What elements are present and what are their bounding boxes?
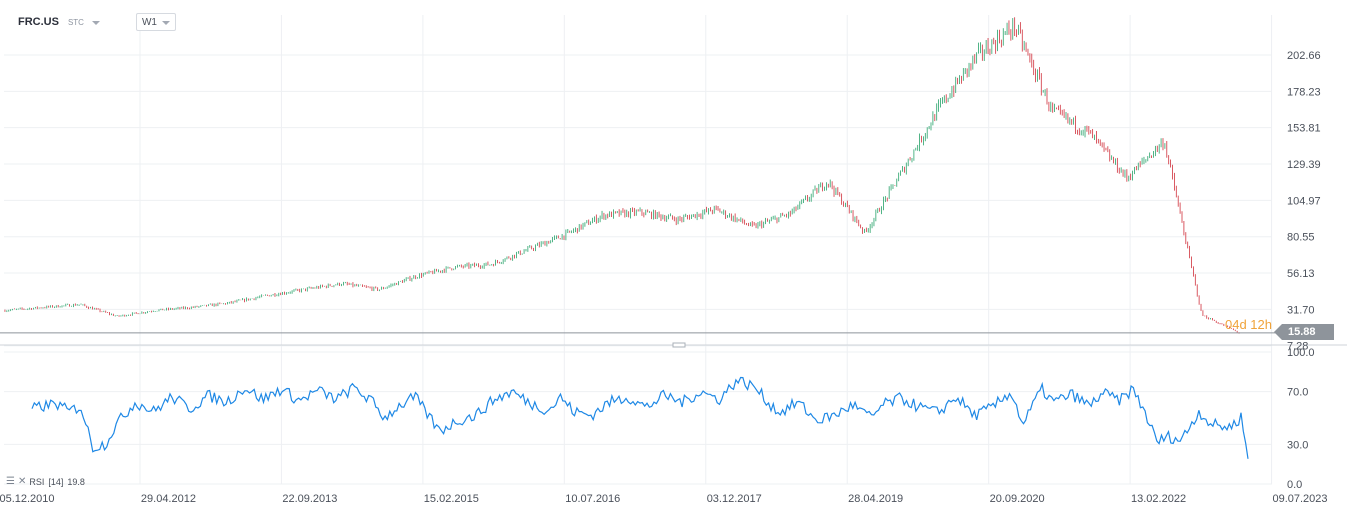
price-axis: 202.66 178.23 153.81 129.39 104.97 80.55 56.13…: [1287, 50, 1321, 353]
time-tick-label: 13.02.2022: [1131, 493, 1186, 505]
rsi-tick-label: 30.0: [1287, 439, 1308, 451]
last-price-tag: 15.88: [1274, 324, 1334, 340]
rsi-legend: ☰ ✕ RSI [14] 19.8: [6, 476, 89, 487]
price-tick-label: 7.28: [1287, 341, 1308, 353]
time-tick-label: 15.02.2015: [424, 493, 479, 505]
time-tick-label: 10.07.2016: [565, 493, 620, 505]
rsi-tick-label: 100.0: [1287, 347, 1315, 359]
timeframe-label: W1: [141, 16, 157, 28]
source-label: STC: [67, 17, 84, 27]
rsi-tick-label: 0.0: [1287, 479, 1302, 491]
time-tick-label: 09.07.2023: [1272, 493, 1327, 505]
price-candles: [4, 17, 1240, 334]
rsi-line: [31, 376, 1249, 459]
close-icon[interactable]: ✕: [17, 476, 27, 487]
chevron-down-icon: [161, 20, 170, 25]
time-tick-label: 29.04.2012: [141, 493, 196, 505]
time-tick-label: 03.12.2017: [707, 493, 762, 505]
pane-resize-handle: [672, 342, 686, 348]
price-tick-label: 129.39: [1287, 159, 1321, 171]
time-tick-label: 28.04.2019: [848, 493, 903, 505]
symbol-label[interactable]: FRC.US: [18, 16, 59, 28]
price-tick-label: 56.13: [1287, 268, 1315, 280]
price-tick-label: 104.97: [1287, 195, 1321, 207]
rsi-tick-label: 70.0: [1287, 387, 1308, 399]
time-axis: 05.12.2010 29.04.2012 22.09.2013 15.02.2015…: [0, 493, 1328, 505]
time-tick-label: 20.09.2020: [990, 493, 1045, 505]
candle-countdown: 04d 12h: [1225, 317, 1272, 332]
rsi-axis: 100.0 70.0 30.0 0.0: [1287, 347, 1315, 491]
chevron-down-icon[interactable]: [91, 20, 100, 25]
menu-icon[interactable]: ☰: [6, 476, 15, 487]
rsi-line-path: [31, 376, 1249, 459]
price-tick-label: 153.81: [1287, 123, 1321, 135]
price-tick-label: 80.55: [1287, 232, 1315, 244]
price-tick-label: 31.70: [1287, 304, 1315, 316]
price-tick-label: 178.23: [1287, 86, 1321, 98]
grid-lines: [4, 15, 1273, 485]
rsi-name: RSI: [29, 476, 45, 487]
time-tick-label: 05.12.2010: [0, 493, 55, 505]
pane-divider[interactable]: [0, 342, 1347, 348]
timeframe-select[interactable]: W1: [135, 13, 176, 31]
rsi-period: [14]: [48, 476, 64, 487]
price-tick-label: 202.66: [1287, 50, 1321, 62]
time-tick-label: 22.09.2013: [282, 493, 337, 505]
rsi-value: 19.8: [67, 476, 85, 487]
chart-toolbar: FRC.US STC W1: [18, 12, 176, 32]
